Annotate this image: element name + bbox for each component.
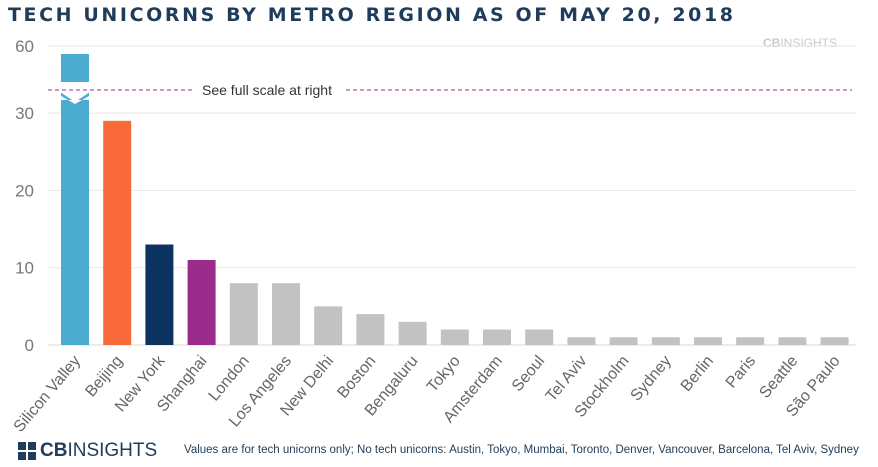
bar xyxy=(145,244,174,345)
y-tick-label: 60 xyxy=(15,37,34,56)
y-tick-label: 20 xyxy=(15,181,34,200)
y-tick-label: 0 xyxy=(25,336,34,355)
bar xyxy=(609,337,638,345)
bar xyxy=(694,337,722,345)
x-tick-label: Tokyo xyxy=(424,353,464,396)
y-tick-label: 10 xyxy=(15,259,34,278)
bar xyxy=(651,337,680,345)
bar xyxy=(736,337,765,345)
x-tick-label: Paris xyxy=(723,353,759,392)
axis-break-gap xyxy=(60,82,90,102)
bar xyxy=(356,314,385,345)
y-tick-label: 30 xyxy=(15,104,34,123)
cb-logo-icon xyxy=(18,442,36,460)
x-tick-label: Sydney xyxy=(628,353,675,405)
footer-logo: CBINSIGHTS xyxy=(18,440,157,462)
bars xyxy=(61,54,849,345)
axis-break-arrow xyxy=(61,72,89,82)
bar xyxy=(567,337,596,345)
axis-break-notch xyxy=(61,96,89,104)
bar xyxy=(314,306,343,345)
bar xyxy=(525,329,554,345)
x-tick-label: Silicon Valley xyxy=(11,353,84,436)
x-tick-label: Seoul xyxy=(509,353,548,395)
bar xyxy=(187,259,216,345)
bar xyxy=(820,337,849,345)
x-tick-label: Beijing xyxy=(82,353,126,401)
bar xyxy=(483,329,511,345)
x-tick-label: Berlin xyxy=(678,353,717,395)
break-annotation: See full scale at right xyxy=(202,82,332,98)
annotations: See full scale at right xyxy=(48,72,852,104)
footer-note: Values are for tech unicorns only; No te… xyxy=(184,444,859,456)
bar xyxy=(440,329,469,345)
bar xyxy=(272,283,300,345)
bar xyxy=(103,120,132,345)
footer-logo-light: INSIGHTS xyxy=(67,440,158,461)
y-axis-ticks: 0 10 20 30 60 xyxy=(15,37,34,355)
bar xyxy=(229,283,258,345)
chart-title: TECH UNICORNS BY METRO REGION AS OF MAY … xyxy=(8,4,736,26)
bar xyxy=(778,337,807,345)
footer-logo-bold: CB xyxy=(40,440,68,461)
bar xyxy=(398,321,427,345)
